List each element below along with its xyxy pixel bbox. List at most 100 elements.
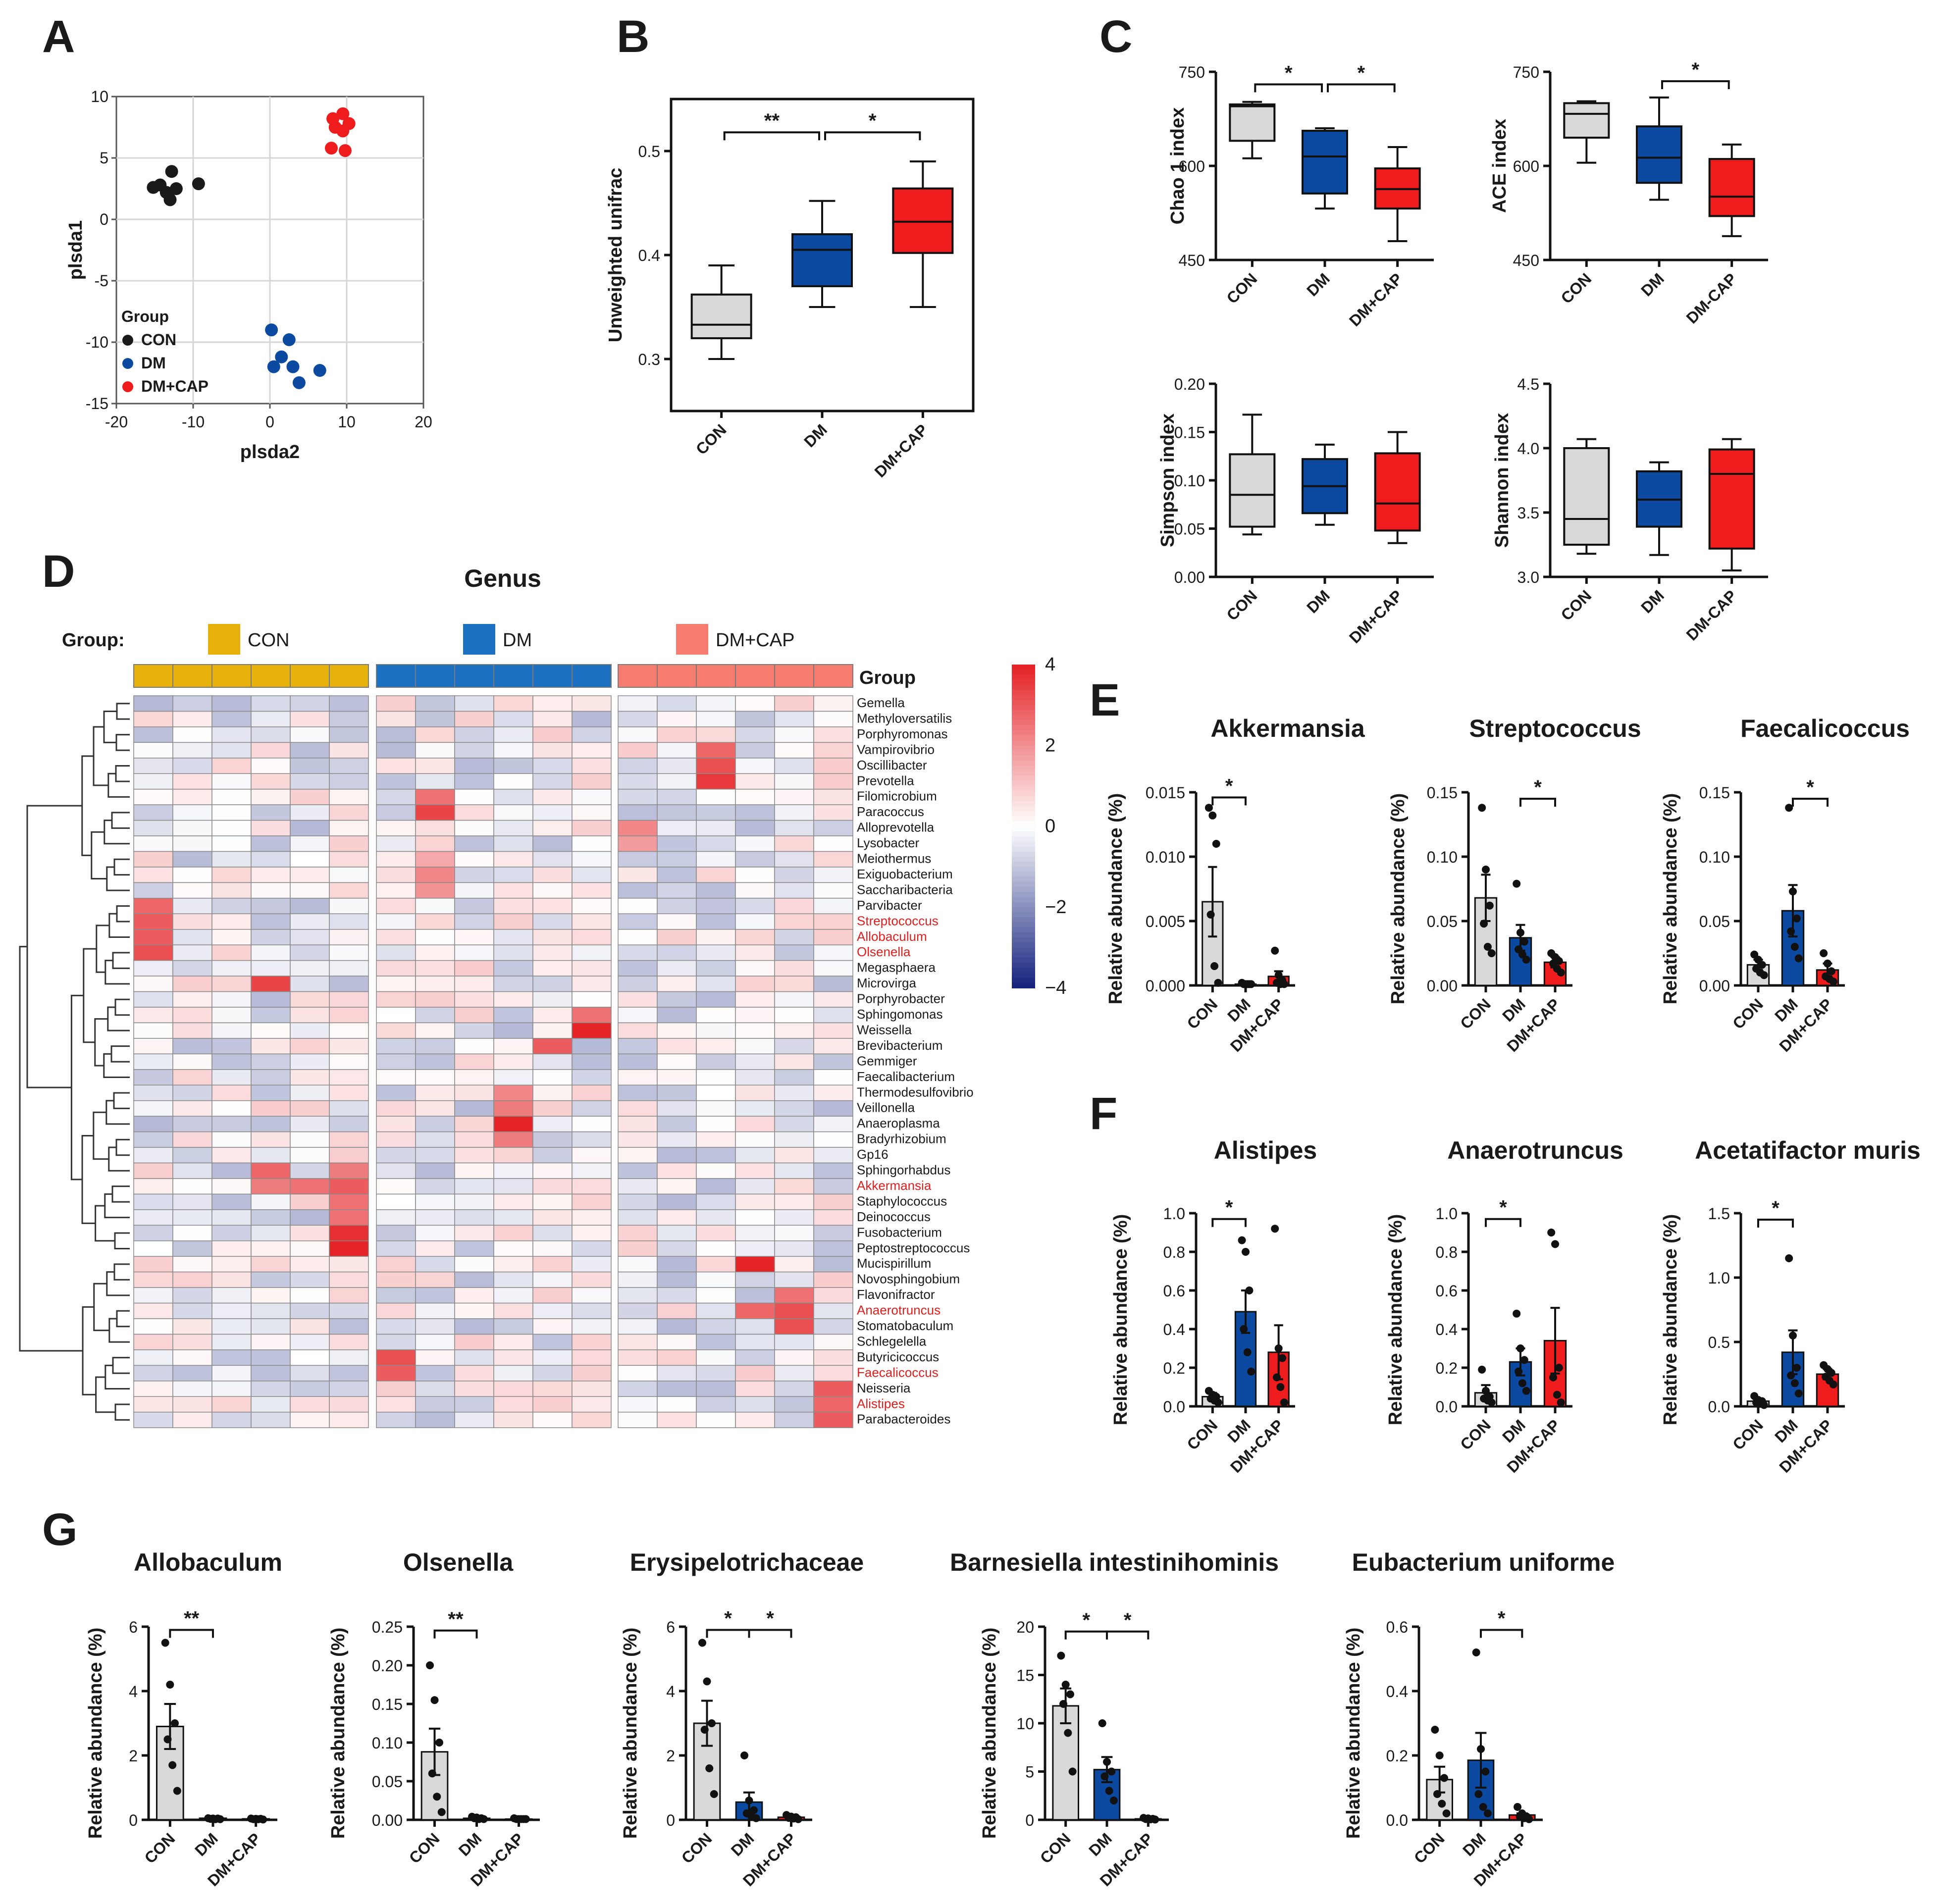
heatmap-cell — [133, 758, 173, 774]
significance-label: ** — [448, 1608, 464, 1630]
data-point — [1549, 1373, 1558, 1382]
heatmap-cell — [133, 804, 173, 821]
heatmap-cell — [813, 1193, 853, 1210]
heatmap-cell — [657, 882, 697, 899]
heatmap-cell — [172, 1318, 212, 1335]
heatmap-cell — [133, 1162, 173, 1179]
dendrogram-branch — [112, 1357, 130, 1374]
data-point — [1151, 1815, 1159, 1824]
colorbar-step — [1012, 968, 1035, 974]
data-point — [1481, 1767, 1490, 1776]
colorbar-step — [1012, 760, 1035, 767]
group-legend-text: DM+CAP — [716, 630, 794, 651]
heatmap-cell — [211, 1334, 252, 1350]
heatmap-cell — [532, 929, 573, 945]
heatmap-cell — [657, 788, 697, 805]
heatmap-cell — [454, 1116, 494, 1132]
heatmap-cell — [172, 1131, 212, 1148]
heatmap-cell — [735, 1287, 775, 1304]
heatmap-cell — [329, 742, 369, 759]
annotation-cell — [251, 664, 291, 688]
dendrogram-branch — [115, 765, 130, 782]
scatter-point — [275, 350, 288, 363]
y-tick-label: 4 — [666, 1683, 675, 1700]
heatmap-cell — [657, 1240, 697, 1257]
heatmap-cell — [696, 1193, 736, 1210]
heatmap-cell — [572, 851, 612, 868]
y-axis-label: Relative abundance (%) — [85, 1628, 106, 1839]
data-point — [1787, 927, 1795, 935]
y-tick-label: 0.010 — [1146, 848, 1185, 866]
simpson-boxplot: 0.00 0.05 0.10 0.15 0.20 CON DM DM+CAP Simpson i… — [1157, 375, 1434, 647]
y-tick-label: 0.05 — [1427, 913, 1458, 930]
heatmap-cell — [454, 711, 494, 727]
heatmap-cell — [813, 1365, 853, 1382]
heatmap-cell — [696, 867, 736, 883]
heatmap-cell — [290, 1381, 330, 1397]
heatmap-cell — [572, 1100, 612, 1117]
data-point — [1474, 1790, 1483, 1798]
heatmap-cell — [493, 929, 533, 945]
heatmap-cell — [133, 1038, 173, 1055]
data-point — [1794, 1389, 1803, 1397]
heatmap-cell — [657, 1131, 697, 1148]
heatmap-cell — [329, 1178, 369, 1195]
colorbar-step — [1012, 775, 1035, 781]
heatmap-cell — [172, 788, 212, 805]
heatmap-cell — [735, 1271, 775, 1288]
y-axis-label: Relative abundance (%) — [1105, 793, 1126, 1005]
heatmap-cell — [813, 1084, 853, 1101]
heatmap-cell — [133, 1131, 173, 1148]
dendrogram-branch — [113, 858, 130, 876]
colorbar-step — [1012, 705, 1035, 711]
x-tick-label: 20 — [415, 413, 432, 431]
heatmap-cell — [696, 976, 736, 992]
heatmap-cell — [532, 1131, 573, 1148]
y-tick-label: 0.3 — [638, 351, 660, 368]
heatmap-cell — [251, 867, 291, 883]
data-point — [1758, 961, 1766, 969]
y-tick-label: 450 — [1513, 252, 1539, 269]
heatmap-cell — [454, 773, 494, 790]
heatmap-cell — [290, 1147, 330, 1164]
heatmap-cell — [696, 773, 736, 790]
heatmap-cell — [735, 1022, 775, 1039]
heatmap-cell — [657, 1256, 697, 1273]
heatmap-cell — [415, 1396, 455, 1413]
data-point — [1787, 1371, 1795, 1380]
heatmap-cell — [532, 1411, 573, 1428]
heatmap-cell — [133, 1147, 173, 1164]
heatmap-cell — [133, 1287, 173, 1304]
category-label: CON — [1729, 1416, 1767, 1453]
data-point — [1517, 928, 1524, 937]
heatmap-cell — [657, 851, 697, 868]
data-point — [1792, 1364, 1801, 1372]
heatmap-cell — [813, 695, 853, 712]
heatmap-cell — [657, 1349, 697, 1366]
heatmap-cell — [172, 976, 212, 992]
legend-marker — [122, 358, 133, 369]
group-legend-text: CON — [248, 630, 289, 651]
y-tick-label: 0.10 — [1174, 472, 1205, 490]
heatmap-cell — [376, 867, 416, 883]
colorbar-step — [1012, 785, 1035, 792]
heatmap-cell — [813, 1349, 853, 1366]
colorbar-step — [1012, 669, 1035, 675]
data-point — [1789, 1332, 1797, 1339]
heatmap-cell — [618, 913, 658, 930]
dendrogram-branch — [95, 1205, 115, 1242]
heatmap-cell — [618, 1162, 658, 1179]
data-point — [1792, 914, 1801, 923]
dendrogram-branch — [116, 905, 130, 923]
heatmap-cell — [657, 1287, 697, 1304]
heatmap-cell — [657, 820, 697, 836]
heatmap-cell — [735, 758, 775, 774]
row-label: Gp16 — [857, 1147, 889, 1162]
y-tick-label: -15 — [86, 395, 108, 412]
category-label-1: DM — [1637, 586, 1668, 617]
row-label: Flavonifractor — [857, 1287, 935, 1302]
heatmap-cell — [211, 1193, 252, 1210]
significance-bracket — [824, 131, 921, 141]
